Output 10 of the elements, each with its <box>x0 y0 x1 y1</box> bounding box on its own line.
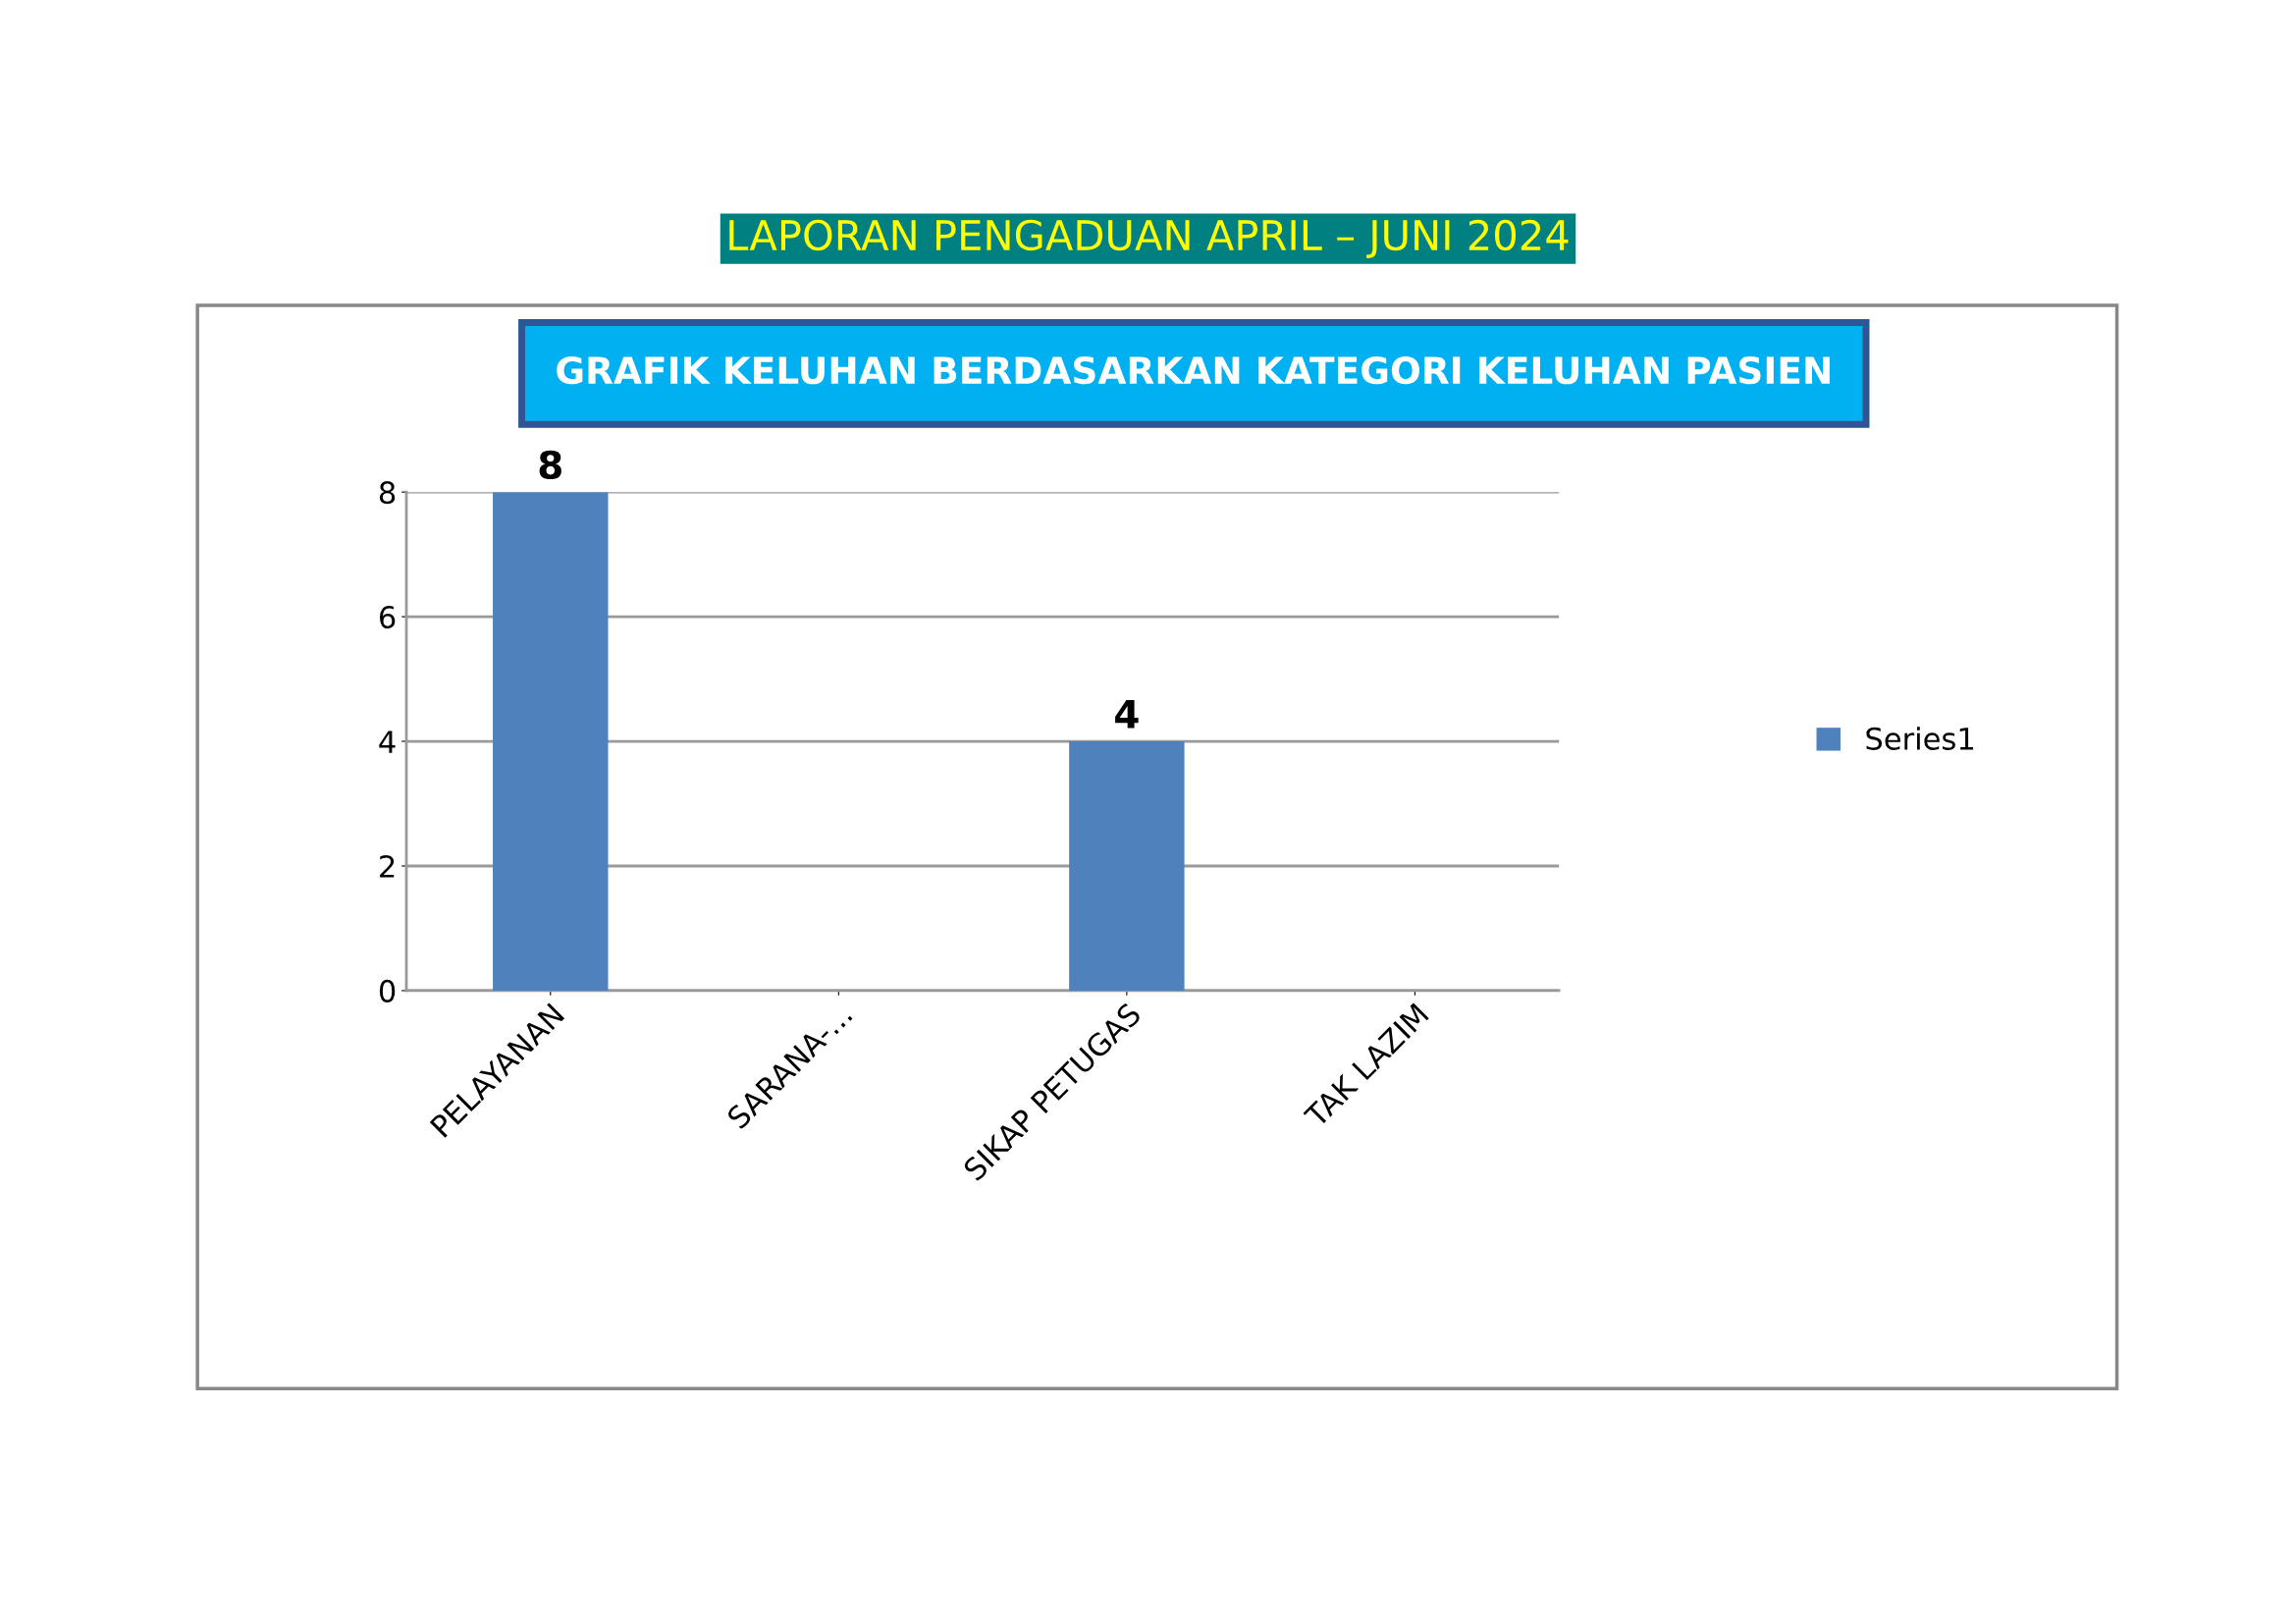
y-tick-label: 8 <box>379 481 396 505</box>
y-tick-label: 0 <box>379 979 396 1002</box>
chart-title: LAPORAN PENGADUAN APRIL – JUNI 2024 <box>729 219 1569 258</box>
legend-label: Series1 <box>1866 727 1973 750</box>
chart-subtitle: GRAFIK KELUHAN BERDASARKAN KATEGORI KELUHAN PASIEN <box>557 355 1830 385</box>
data-label: 4 <box>1115 700 1139 729</box>
y-tick-label: 6 <box>379 606 396 629</box>
y-tick-label: 4 <box>379 731 396 753</box>
y-tick-label: 2 <box>380 854 395 878</box>
data-label: 8 <box>539 450 561 480</box>
